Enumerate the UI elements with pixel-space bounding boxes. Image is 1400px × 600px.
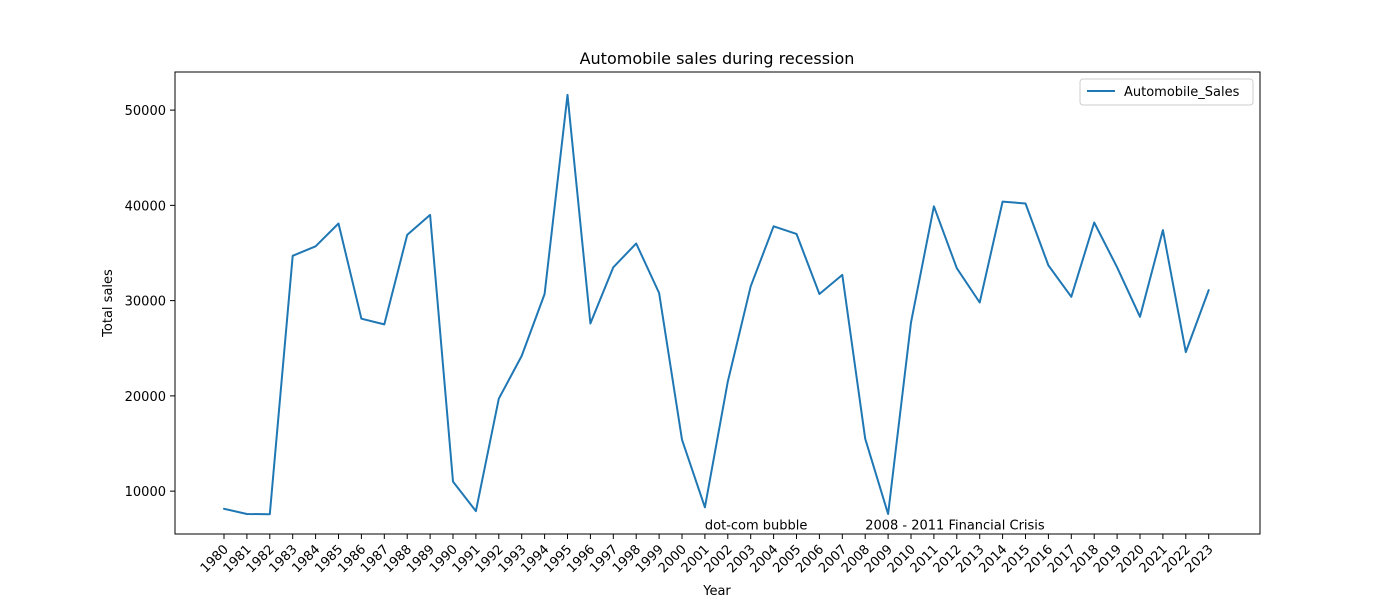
y-tick-label: 20000 [125, 390, 166, 405]
y-tick-label: 40000 [125, 199, 166, 214]
annotation-layer: dot-com bubble 2008 - 2011 Financial Cris… [705, 518, 1045, 533]
legend: Automobile_Sales [1079, 78, 1254, 106]
x-axis: 1980198119821983198419851986198719881989… [198, 534, 1217, 576]
y-tick-label: 50000 [125, 104, 166, 119]
series-line-0 [223, 93, 1210, 516]
y-tick-label: 30000 [125, 295, 166, 310]
y-tick-label: 10000 [125, 485, 166, 500]
legend-box [1079, 78, 1254, 106]
x-axis-label: Year [702, 584, 731, 599]
annotation-label: dot-com bubble [705, 518, 808, 533]
y-axis: 10000 20000 30000 40000 50000 [125, 104, 175, 500]
annotation-label: 2008 - 2011 Financial Crisis [865, 518, 1045, 533]
plot-area-frame [174, 71, 1261, 535]
y-axis-label: Total sales [101, 269, 116, 338]
series-layer [223, 93, 1210, 516]
chart-title: Automobile sales during recession [580, 49, 855, 68]
legend-entry-label: Automobile_Sales [1124, 85, 1240, 100]
